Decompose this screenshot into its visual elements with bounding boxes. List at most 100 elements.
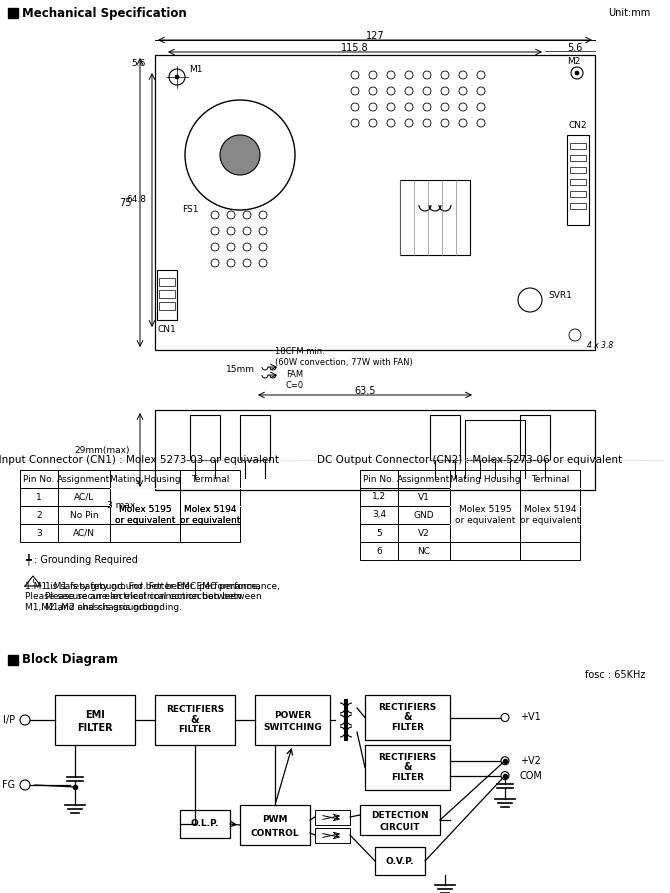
Text: CN2: CN2 (569, 121, 588, 129)
Text: 3 max: 3 max (107, 500, 135, 510)
Text: Pin No.: Pin No. (23, 474, 55, 483)
Text: 29mm(max): 29mm(max) (74, 446, 130, 455)
Text: EMI: EMI (85, 710, 105, 720)
Bar (360, 506, 580, 524)
Text: RECTIFIERS: RECTIFIERS (379, 703, 437, 712)
Text: ╇ : Grounding Required: ╇ : Grounding Required (25, 554, 138, 566)
Bar (240, 415, 270, 460)
Bar (20, 506, 240, 524)
Text: 127: 127 (366, 31, 385, 41)
Bar (315, 828, 350, 843)
Text: 4 x 3.8: 4 x 3.8 (587, 340, 613, 349)
Bar (8, 655, 18, 665)
Bar (570, 203, 586, 209)
Text: O.V.P.: O.V.P. (386, 856, 414, 865)
Bar (20, 488, 240, 506)
Text: CONTROL: CONTROL (251, 829, 299, 838)
Text: 18CFM min.
(60W convection, 77W with FAN): 18CFM min. (60W convection, 77W with FAN… (275, 347, 413, 367)
Text: Terminal: Terminal (191, 474, 229, 483)
Text: FILTER: FILTER (178, 725, 212, 735)
Text: Mechanical Specification: Mechanical Specification (22, 6, 187, 20)
Text: M2: M2 (567, 56, 581, 65)
Text: Pin No.: Pin No. (363, 474, 395, 483)
Text: DC Output Connector (CN2) : Molex 5273-06 or equivalent: DC Output Connector (CN2) : Molex 5273-0… (318, 455, 622, 465)
Text: +V2: +V2 (520, 755, 541, 766)
Bar (400, 180, 470, 255)
Text: 5.6: 5.6 (567, 43, 583, 53)
Bar (375, 847, 425, 875)
Text: 6: 6 (376, 547, 382, 555)
Text: 64.8: 64.8 (126, 196, 146, 204)
Bar (465, 420, 525, 460)
Bar (570, 167, 586, 173)
Text: RECTIFIERS: RECTIFIERS (166, 705, 224, 714)
Text: 5.6: 5.6 (131, 59, 146, 68)
Text: SWITCHING: SWITCHING (263, 723, 322, 732)
Text: &: & (403, 713, 412, 722)
Bar (55, 695, 135, 745)
Text: Terminal: Terminal (531, 474, 570, 483)
Text: COM: COM (520, 771, 543, 780)
Bar (360, 488, 580, 506)
Text: FILTER: FILTER (77, 723, 113, 733)
Text: 5: 5 (376, 529, 382, 538)
Text: FG: FG (2, 780, 15, 790)
Bar (430, 415, 460, 460)
Bar (155, 55, 595, 350)
Text: CN1: CN1 (157, 326, 176, 335)
Text: AC Input Connector (CN1) : Molex 5273-03  or equivalent: AC Input Connector (CN1) : Molex 5273-03… (0, 455, 279, 465)
Bar (190, 415, 220, 460)
Text: Molex 5194
or equivalent: Molex 5194 or equivalent (180, 505, 240, 525)
Text: FAM
C=0: FAM C=0 (286, 371, 304, 389)
Bar (360, 524, 580, 542)
Bar (570, 179, 586, 185)
Text: 15mm: 15mm (226, 365, 255, 374)
Circle shape (175, 75, 179, 79)
Text: SVR1: SVR1 (548, 290, 572, 299)
Text: FILTER: FILTER (391, 723, 424, 732)
Text: O.L.P.: O.L.P. (191, 820, 219, 829)
Text: &: & (191, 715, 199, 725)
Text: AC/L: AC/L (74, 493, 94, 502)
Text: CIRCUIT: CIRCUIT (380, 822, 420, 831)
Bar (570, 155, 586, 161)
Text: M1: M1 (189, 64, 202, 73)
Text: POWER: POWER (274, 711, 311, 720)
Bar (159, 278, 175, 286)
Bar (520, 415, 550, 460)
Text: Molex 5195
or equivalent: Molex 5195 or equivalent (455, 505, 515, 525)
Text: 3: 3 (36, 529, 42, 538)
Text: 63.5: 63.5 (354, 386, 376, 396)
Text: Assignment: Assignment (58, 474, 111, 483)
Text: FS1: FS1 (182, 205, 198, 214)
Text: 1.M1 is safety ground. For better EMC performance,
Please secure an electrical c: 1.M1 is safety ground. For better EMC pe… (45, 582, 280, 612)
Text: 75: 75 (119, 197, 132, 207)
Text: Assignment: Assignment (397, 474, 451, 483)
Text: V2: V2 (418, 529, 430, 538)
Text: Molex 5195
or equivalent: Molex 5195 or equivalent (115, 505, 175, 525)
Bar (159, 302, 175, 310)
Bar (360, 542, 580, 560)
Text: 115.8: 115.8 (341, 43, 369, 53)
Text: 2: 2 (36, 511, 42, 520)
Text: !: ! (31, 579, 34, 588)
Text: DETECTION: DETECTION (371, 811, 429, 820)
Bar (155, 695, 235, 745)
Bar (360, 805, 440, 835)
Text: PWM: PWM (262, 815, 287, 824)
Text: Molex 5194
or equivalent: Molex 5194 or equivalent (520, 505, 580, 525)
Bar (567, 135, 589, 225)
Circle shape (575, 71, 579, 75)
Text: GND: GND (413, 511, 434, 520)
Text: Unit:mm: Unit:mm (608, 8, 650, 18)
Text: &: & (403, 763, 412, 772)
Bar (570, 143, 586, 149)
Bar (20, 524, 240, 542)
Text: V1: V1 (418, 493, 430, 502)
Text: Block Diagram: Block Diagram (22, 654, 118, 666)
Bar (8, 8, 18, 18)
Text: Mating Housing: Mating Housing (110, 474, 180, 483)
Bar (365, 695, 450, 740)
Text: +V1: +V1 (520, 713, 541, 722)
Bar (159, 290, 175, 298)
